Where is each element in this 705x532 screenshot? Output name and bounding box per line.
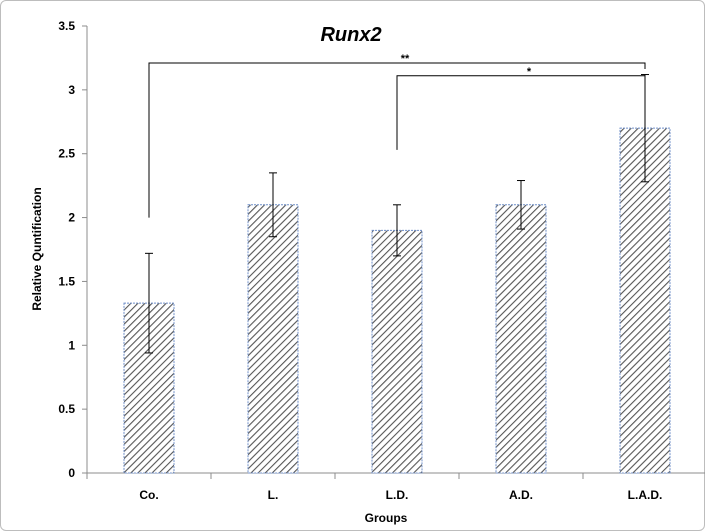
x-tick-label: L.D. [386,488,409,502]
x-tick-label: A.D. [509,488,533,502]
x-tick-label: L.A.D. [628,488,663,502]
y-tick-label: 1 [68,338,75,352]
y-axis-title: Relative Quntification [30,187,44,310]
significance-brackets: *** [148,53,646,218]
significance-label: * [527,66,532,78]
y-tick-label: 2 [68,211,75,225]
bar-3 [371,229,423,474]
y-tick-label: 2.5 [58,147,75,161]
bars [123,127,671,474]
x-axis-title: Groups [365,511,408,525]
significance-label: ** [401,53,410,65]
bar-5 [619,127,671,474]
bar-2 [247,204,299,474]
x-tick-label: L. [268,488,279,502]
significance-bracket-1 [148,62,646,218]
y-tick-label: 1.5 [58,274,75,288]
x-axis: Co. L. L.D. A.D. L.A.D. [86,472,705,502]
y-tick-label: 3 [68,83,75,97]
y-tick-label: 0.5 [58,402,75,416]
bar-4 [495,204,547,474]
y-tick-label: 3.5 [58,19,75,33]
x-tick-label: Co. [139,488,158,502]
chart-title: Runx2 [320,24,381,46]
error-bars [145,74,649,354]
significance-bracket-2 [396,75,646,150]
y-tick-label: 0 [68,466,75,480]
y-axis: 0 0.5 1 1.5 2 2.5 3 3.5 [58,19,88,480]
